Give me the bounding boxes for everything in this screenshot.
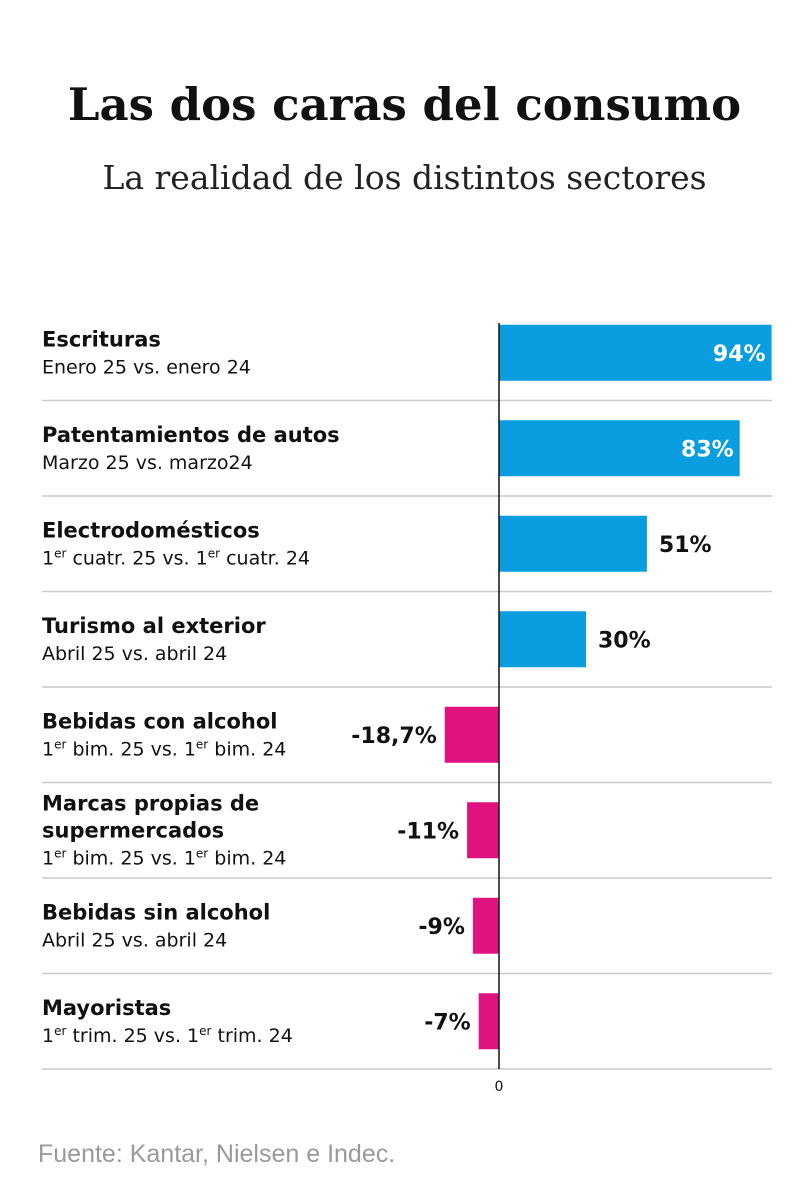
bar xyxy=(499,420,740,477)
period-text: bim. 25 vs. 1 xyxy=(66,847,196,869)
category-row: Patentamientos de autos Marzo 25 vs. marz… xyxy=(42,420,772,497)
category-period: 1er cuatr. 25 vs. 1er cuatr. 24 xyxy=(42,546,310,569)
bar xyxy=(478,993,499,1050)
value-label: 51% xyxy=(659,533,712,558)
period-text: 1 xyxy=(42,1025,54,1047)
period-text: bim. 24 xyxy=(208,847,286,869)
period-text: cuatr. 24 xyxy=(220,547,310,569)
bar xyxy=(499,515,647,572)
value-label: 30% xyxy=(598,628,651,653)
bar xyxy=(467,802,499,859)
bar xyxy=(472,897,499,954)
category-period: Abril 25 vs. abril 24 xyxy=(42,929,227,951)
period-text: 1 xyxy=(42,547,54,569)
source-note: Fuente: Kantar, Nielsen e Indec. xyxy=(38,1140,396,1168)
chart-title: Las dos caras del consumo xyxy=(67,78,742,131)
zero-tick-label: 0 xyxy=(495,1079,504,1095)
category-row: Turismo al exterior Abril 25 vs. abril 24… xyxy=(42,611,772,688)
period-text: 1 xyxy=(42,847,54,869)
bar xyxy=(499,324,772,381)
category-name: Turismo al exterior xyxy=(42,614,266,638)
category-period: Abril 25 vs. abril 24 xyxy=(42,643,227,665)
value-label: 94% xyxy=(713,342,766,367)
period-text: trim. 25 vs. 1 xyxy=(66,1025,199,1047)
category-row: Escrituras Enero 25 vs. enero 24 94% xyxy=(42,324,772,402)
category-name: Bebidas con alcohol xyxy=(42,709,277,733)
category-row: Bebidas sin alcohol Abril 25 vs. abril 24… xyxy=(42,897,772,975)
category-period: 1er bim. 25 vs. 1er bim. 24 xyxy=(42,846,286,869)
category-period: Enero 25 vs. enero 24 xyxy=(42,356,251,378)
value-label: -7% xyxy=(424,1010,470,1035)
period-text: trim. 24 xyxy=(211,1025,292,1047)
period-text: Abril 25 vs. abril 24 xyxy=(42,643,227,665)
category-name: Bebidas sin alcohol xyxy=(42,900,270,924)
period-text: er xyxy=(54,546,66,560)
bar xyxy=(499,611,586,668)
period-text: Abril 25 vs. abril 24 xyxy=(42,929,227,951)
category-period: Marzo 25 vs. marzo24 xyxy=(42,452,253,474)
value-label: 83% xyxy=(681,437,734,462)
category-name: Marcas propias de xyxy=(42,791,259,815)
period-text: bim. 24 xyxy=(208,738,286,760)
value-label: -11% xyxy=(397,819,459,844)
bar xyxy=(444,706,499,763)
period-text: er xyxy=(208,546,220,560)
value-label: -18,7% xyxy=(351,724,436,749)
period-text: Marzo 25 vs. marzo24 xyxy=(42,452,253,474)
chart-subtitle: La realidad de los distintos sectores xyxy=(102,158,707,197)
period-text: er xyxy=(54,737,66,751)
period-text: er xyxy=(54,1024,66,1038)
bar-chart: Escrituras Enero 25 vs. enero 24 94% Patent… xyxy=(42,323,772,1095)
period-text: er xyxy=(196,737,208,751)
period-text: er xyxy=(54,846,66,860)
period-text: er xyxy=(199,1024,211,1038)
category-name: Electrodomésticos xyxy=(42,518,260,542)
category-name: Escrituras xyxy=(42,327,161,351)
period-text: cuatr. 25 vs. 1 xyxy=(66,547,207,569)
category-name: Patentamientos de autos xyxy=(42,423,340,447)
period-text: 1 xyxy=(42,738,54,760)
period-text: bim. 25 vs. 1 xyxy=(66,738,196,760)
category-period: 1er trim. 25 vs. 1er trim. 24 xyxy=(42,1024,293,1047)
category-name: Mayoristas xyxy=(42,996,171,1020)
category-period: 1er bim. 25 vs. 1er bim. 24 xyxy=(42,737,286,760)
period-text: er xyxy=(196,846,208,860)
period-text: Enero 25 vs. enero 24 xyxy=(42,356,251,378)
category-name: supermercados xyxy=(42,818,224,842)
value-label: -9% xyxy=(418,915,464,940)
